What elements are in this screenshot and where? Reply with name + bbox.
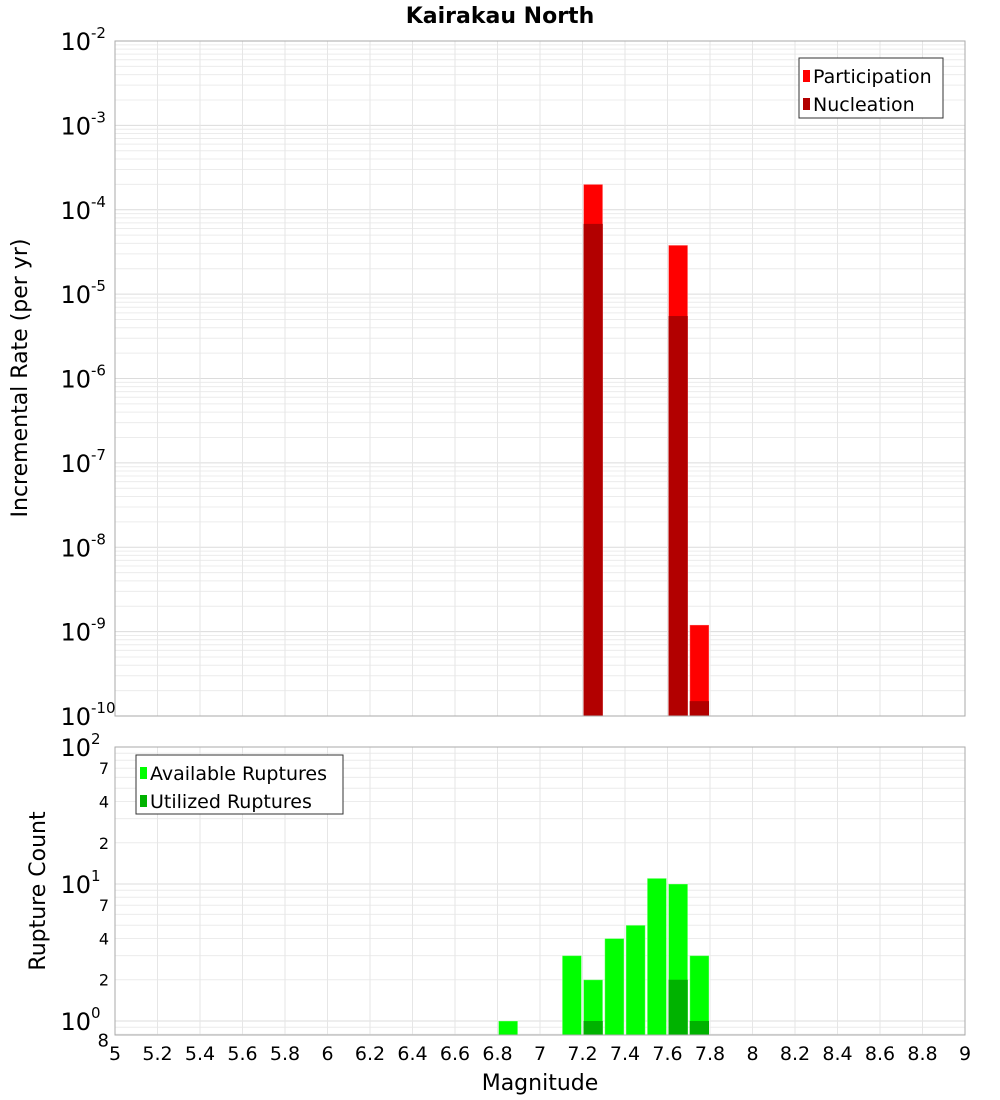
y-tick-label: 10 [60,281,91,309]
x-tick-label: 5.4 [185,1043,215,1065]
y-tick-exponent: -4 [91,193,106,211]
x-tick-label: 6.2 [355,1043,385,1065]
x-tick-label: 5.6 [227,1043,257,1065]
x-tick-label: 5.2 [142,1043,172,1065]
bar-nucleation [689,701,709,716]
x-tick-label: 7.8 [695,1043,725,1065]
legend-box [798,57,944,119]
y-tick-exponent: -5 [91,277,106,295]
top-y-axis-label: Incremental Rate (per yr) [8,239,33,518]
legend: Available Ruptures Utilized Ruptures [135,754,344,815]
bar-nucleation [583,223,603,716]
y-tick-label: 10 [60,197,91,225]
y-tick-exponent: -7 [91,446,106,464]
bottom-y-axis-label: Rupture Count [26,811,51,971]
y-tick-label: 10 [60,112,91,140]
x-tick-label: 8.8 [907,1043,937,1065]
y-tick-exponent: -10 [91,699,116,717]
x-tick-label: 8.6 [865,1043,895,1065]
x-tick-label: 7.6 [652,1043,682,1065]
y-tick-label: 7 [99,759,109,778]
x-tick-label: 5.8 [270,1043,300,1065]
x-tick-label: 5 [109,1043,121,1065]
y-tick-label: 2 [99,971,109,990]
legend-swatch [803,70,810,82]
chart-title: Kairakau North [406,4,594,29]
bar-nucleation [668,316,688,716]
y-tick-exponent: -6 [91,362,106,380]
y-tick-label: 10 [60,619,91,647]
bar-utilized-ruptures [689,1020,709,1035]
y-tick-label: 10 [60,734,91,762]
y-tick-label: 4 [99,793,109,812]
y-tick-exponent: 2 [91,730,101,748]
legend-box [135,754,344,815]
y-tick-label: 10 [60,871,91,899]
top-plot-area: 10-210-310-410-510-610-710-810-910 -10Par… [60,24,966,731]
y-tick-exponent: -8 [91,530,106,548]
plot-border [114,746,966,1036]
legend-swatch [140,795,147,807]
legend: Participation Nucleation [798,57,944,119]
y-tick-label: 7 [99,896,109,915]
legend-label: Available Ruptures [150,763,327,785]
x-tick-label: 6.8 [482,1043,512,1065]
x-tick-label: 8.2 [780,1043,810,1065]
legend-swatch [803,98,810,110]
plot-border [114,40,966,717]
x-tick-label: 7 [534,1043,546,1065]
x-tick-label: 8 [746,1043,758,1065]
y-tick-label: 2 [99,834,109,853]
legend-label: Utilized Ruptures [150,791,312,813]
y-tick-label: 10 [60,28,91,56]
bar-available-ruptures [646,877,667,1036]
y-tick-label: 10 [60,534,91,562]
y-tick-label: 10 [60,450,91,478]
bar-utilized-ruptures [583,1020,603,1035]
y-tick-exponent: -9 [91,615,106,633]
y-tick-exponent: -3 [91,108,106,126]
y-tick-label: 4 [99,930,109,949]
x-axis-label: Magnitude [482,1071,599,1096]
bar-available-ruptures [604,938,625,1036]
x-tick-label: 9 [959,1043,971,1065]
x-tick-label: 7.4 [610,1043,640,1065]
bar-utilized-ruptures [668,979,688,1035]
y-tick-label: 10 [60,366,91,394]
legend-swatch [140,767,147,779]
y-tick-label: 10 [60,1008,91,1036]
legend-label: Participation [813,66,932,88]
y-tick-exponent: -2 [91,24,106,42]
x-tick-label: 7.2 [567,1043,597,1065]
bar-available-ruptures [498,1020,519,1036]
y-tick-exponent: 1 [91,867,101,885]
y-tick-label: 8 [98,1030,109,1051]
x-tick-label: 6 [321,1043,333,1065]
legend-label: Nucleation [813,94,915,116]
x-tick-label: 6.4 [397,1043,427,1065]
bar-available-ruptures [625,924,646,1036]
x-tick-label: 6.6 [440,1043,470,1065]
bar-available-ruptures [561,955,582,1036]
y-tick-label: 10 [60,703,91,731]
y-tick-exponent: 0 [91,1004,101,1022]
x-tick-label: 8.4 [822,1043,852,1065]
